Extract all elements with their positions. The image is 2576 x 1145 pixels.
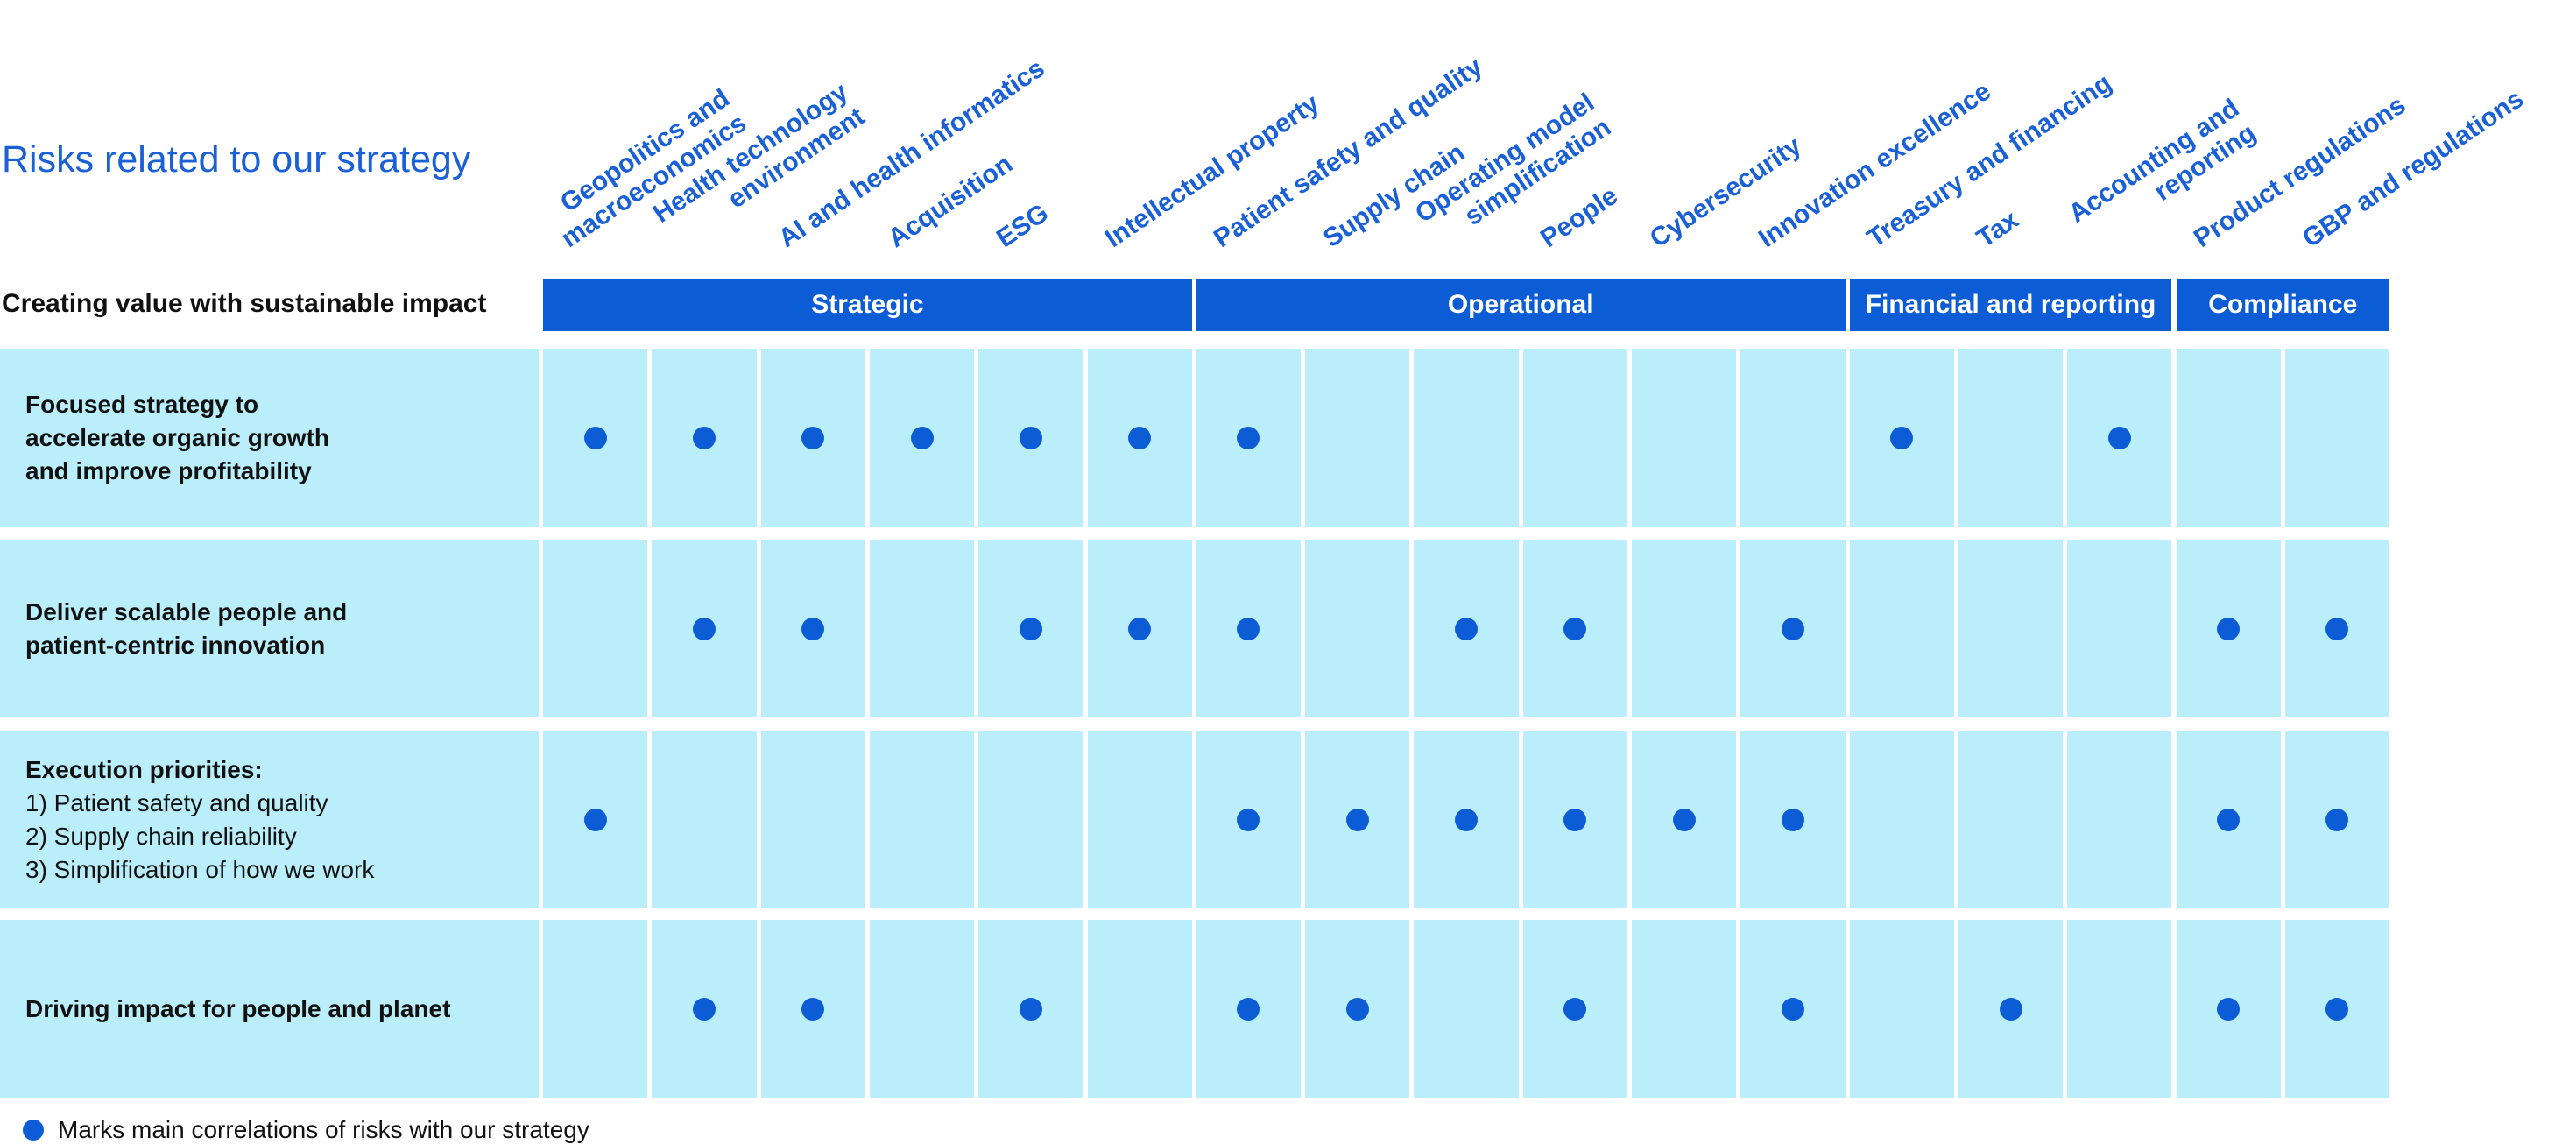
row-label: Focused strategy to accelerate organic gr… — [0, 349, 539, 527]
correlation-dot-icon — [1781, 997, 1804, 1021]
matrix-cell — [1087, 731, 1192, 908]
matrix-cell — [1849, 920, 1954, 1098]
matrix-cell — [543, 540, 648, 717]
correlation-dot-icon — [2217, 617, 2241, 640]
matrix-cell — [1414, 349, 1519, 527]
matrix-cell — [1958, 349, 2064, 527]
row-label-line: accelerate organic growth — [25, 423, 330, 451]
correlation-dot-icon — [1237, 997, 1260, 1021]
row-label-line: Execution priorities: — [25, 755, 263, 783]
subtitle: Creating value with sustainable impact — [2, 289, 487, 318]
row-label-line: 2) Supply chain reliability — [25, 822, 297, 850]
row-label-line: patient-centric innovation — [25, 631, 326, 659]
correlation-dot-icon — [1890, 426, 1914, 449]
matrix-cell — [543, 920, 648, 1098]
matrix-cell — [1414, 920, 1519, 1098]
correlation-dot-icon — [910, 426, 934, 449]
row-label: Deliver scalable people and patient-centr… — [0, 540, 539, 717]
row-label-line: 1) Patient safety and quality — [25, 788, 328, 816]
correlation-dot-icon — [1237, 426, 1260, 449]
correlation-dot-icon — [1455, 617, 1479, 640]
row-label-line: Focused strategy to — [25, 390, 259, 418]
correlation-dot-icon — [1019, 997, 1042, 1021]
matrix-cell — [1958, 540, 2064, 717]
column-header-label: GBP and regulations — [2297, 84, 2530, 254]
matrix-cell — [2176, 349, 2281, 527]
matrix-cell — [1632, 540, 1737, 717]
matrix-cell — [2067, 540, 2172, 717]
correlation-dot-icon — [801, 997, 825, 1021]
correlation-dot-icon — [1563, 997, 1587, 1021]
matrix-cell — [869, 731, 975, 908]
column-header-label: ESG — [991, 198, 1054, 254]
row-label: Execution priorities: 1) Patient safety a… — [0, 731, 539, 908]
group-header: Strategic — [543, 279, 1192, 331]
correlation-dot-icon — [583, 426, 607, 449]
correlation-dot-icon — [1781, 617, 1804, 640]
matrix-cell — [2284, 349, 2390, 527]
correlation-dot-icon — [1672, 808, 1696, 831]
correlation-dot-icon — [1455, 808, 1479, 831]
legend-marker-icon — [23, 1120, 44, 1141]
matrix-cell — [869, 920, 975, 1098]
column-header-label: Tax — [1971, 205, 2023, 254]
correlation-dot-icon — [1128, 617, 1152, 640]
row-label-line: and improve profitability — [25, 456, 312, 484]
matrix-cell — [1305, 540, 1410, 717]
correlation-dot-icon — [1781, 808, 1804, 831]
matrix-cell — [1849, 731, 1954, 908]
correlation-dot-icon — [1563, 808, 1587, 831]
correlation-dot-icon — [1237, 808, 1260, 831]
correlation-dot-icon — [692, 997, 716, 1021]
matrix-cell — [760, 731, 865, 908]
correlation-dot-icon — [1345, 997, 1369, 1021]
matrix-cell — [1632, 920, 1737, 1098]
row-label-line: 3) Simplification of how we work — [25, 855, 375, 883]
correlation-dot-icon — [1345, 808, 1369, 831]
correlation-dot-icon — [1563, 617, 1587, 640]
matrix-cell — [978, 731, 1083, 908]
correlation-dot-icon — [1237, 617, 1260, 640]
matrix-cell — [652, 731, 757, 908]
correlation-dot-icon — [1019, 426, 1042, 449]
matrix-cell — [1849, 540, 1954, 717]
correlation-dot-icon — [692, 617, 716, 640]
row-label-line: Driving impact for people and planet — [25, 994, 451, 1022]
column-header-label: People — [1535, 180, 1624, 254]
legend-text: Marks main correlations of risks with ou… — [58, 1116, 589, 1143]
matrix-cell — [1632, 349, 1737, 527]
row-label-line: Deliver scalable people and — [25, 597, 348, 626]
correlation-dot-icon — [2325, 808, 2349, 831]
correlation-dot-icon — [2217, 997, 2241, 1021]
group-header: Financial and reporting — [1849, 279, 2172, 331]
correlation-dot-icon — [801, 426, 825, 449]
correlation-dot-icon — [1019, 617, 1042, 640]
matrix-cell — [1740, 349, 1846, 527]
correlation-dot-icon — [801, 617, 825, 640]
correlation-dot-icon — [583, 808, 607, 831]
matrix-cell — [1958, 731, 2064, 908]
group-header: Operational — [1196, 279, 1846, 331]
correlation-dot-icon — [2325, 617, 2349, 640]
correlation-dot-icon — [1999, 997, 2022, 1021]
correlation-dot-icon — [2325, 997, 2349, 1021]
matrix-cell — [1305, 349, 1410, 527]
matrix-cell — [869, 540, 975, 717]
correlation-dot-icon — [1128, 426, 1152, 449]
page-title: Risks related to our strategy — [2, 138, 471, 180]
matrix-cell — [2067, 920, 2172, 1098]
matrix-cell — [1522, 349, 1627, 527]
group-header: Compliance — [2176, 279, 2390, 331]
matrix-cell — [2067, 731, 2172, 908]
correlation-dot-icon — [2217, 808, 2241, 831]
correlation-dot-icon — [2107, 426, 2131, 449]
row-label: Driving impact for people and planet — [0, 920, 539, 1098]
matrix-cell — [1087, 920, 1192, 1098]
correlation-dot-icon — [692, 426, 716, 449]
